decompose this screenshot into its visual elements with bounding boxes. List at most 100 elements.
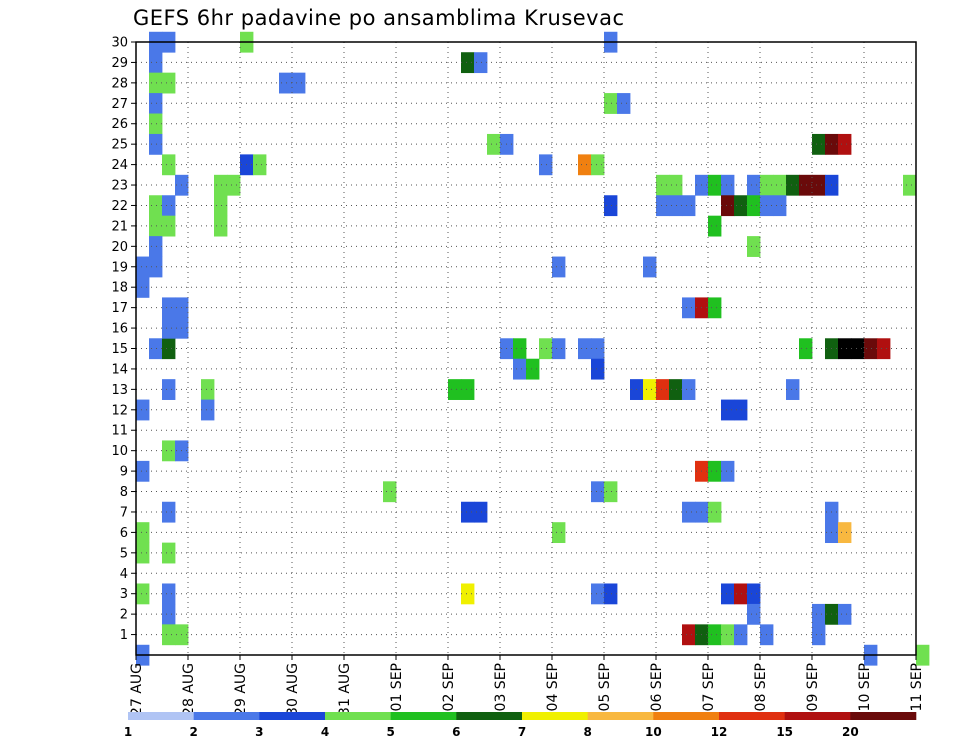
heatmap-cell [162,501,176,523]
heatmap-cell [162,379,176,400]
colorbar-swatch [522,712,588,720]
heatmap-cell [214,215,228,237]
heatmap-cell [162,624,176,646]
y-tick-label: 15 [111,342,128,357]
heatmap-cell [591,358,605,380]
x-tick-label: 11 SEP [909,663,925,711]
heatmap-cell [162,440,176,462]
colorbar-swatch [719,712,785,720]
heatmap-cell [578,338,592,360]
heatmap-cell [591,154,605,176]
heatmap-cell [591,338,605,360]
heatmap-cell [877,338,891,360]
heatmap-cell [292,72,306,94]
heatmap-cell [838,603,852,625]
heatmap-cell [721,583,735,605]
heatmap-cell [682,379,696,400]
y-tick-label: 10 [111,444,128,459]
heatmap-cell [279,72,293,94]
colorbar-swatch [456,712,523,720]
y-tick-label: 19 [111,260,128,275]
heatmap-cell [708,297,722,319]
heatmap-cell [656,379,670,400]
heatmap-cell [513,338,527,360]
y-tick-label: 25 [111,138,128,153]
heatmap-cell [461,52,475,74]
colorbar-swatch [325,712,391,720]
y-tick-label: 12 [111,403,128,418]
heatmap-cell [136,583,150,605]
heatmap-cell [526,358,540,380]
heatmap-cell [812,624,826,646]
heatmap-cell [721,174,735,196]
heatmap-cell [461,583,475,605]
heatmap-cell [864,338,878,360]
heatmap-cell [773,195,787,217]
heatmap-cell [487,133,501,155]
heatmap-cell [149,52,163,74]
colorbar-legend: 1 2 3 4 5 6 7 8 10 12 15 20 [124,712,917,739]
heatmap-cell [799,174,813,196]
y-tick-label: 5 [120,546,128,561]
heatmap-cell [136,542,150,564]
y-tick-label: 11 [111,424,128,439]
heatmap-cell [708,624,722,646]
heatmap-cell [617,93,631,114]
heatmap-cell [656,195,670,217]
heatmap-cell [812,603,826,625]
y-tick-label: 28 [111,76,128,91]
heatmap-cell [773,174,787,196]
heatmap-cell [682,624,696,646]
y-tick-label: 4 [120,567,128,582]
heatmap-cell [149,256,163,278]
x-tick-label: 03 SEP [493,663,509,711]
colorbar-label: 10 [645,725,662,739]
heatmap-cell [747,174,761,196]
heatmap-cell [604,481,618,503]
y-tick-label: 16 [111,322,128,337]
heatmap-cell [747,236,761,257]
heatmap-cell [721,195,735,217]
heatmap-cell [201,379,215,400]
x-tick-label: 10 SEP [857,663,873,711]
heatmap-cell [812,174,826,196]
heatmap-cell [162,154,176,176]
heatmap-cell [162,583,176,605]
heatmap-cell [708,174,722,196]
heatmap-cell [474,501,488,523]
y-tick-label: 18 [111,281,128,296]
heatmap-cell [136,276,150,298]
heatmap-cell [149,338,163,360]
heatmap-cell [643,256,657,278]
heatmap-cell [682,195,696,217]
colorbar-label: 15 [776,725,793,739]
heatmap-cell [903,174,917,196]
y-tick-label: 30 [111,36,128,51]
heatmap-cell [708,460,722,482]
y-tick-label: 9 [120,465,128,480]
x-tick-label: 31 AUG [337,663,353,716]
heatmap-cell [799,338,813,360]
heatmap-cells [136,31,930,666]
heatmap-cell [747,603,761,625]
heatmap-cell [539,154,553,176]
heatmap-cell [734,583,748,605]
colorbar-label: 7 [518,725,526,739]
heatmap-cell [513,358,527,380]
x-tick-label: 27 AUG [129,663,145,716]
heatmap-cell [162,338,176,360]
x-tick-label: 09 SEP [805,663,821,711]
heatmap-cell [669,174,683,196]
colorbar-swatch [128,712,194,720]
heatmap-cell [448,379,462,400]
heatmap-cell [149,113,163,135]
x-tick-label: 02 SEP [441,663,457,711]
heatmap-cell [604,93,618,114]
heatmap-cell [539,338,553,360]
heatmap-cell [162,215,176,237]
x-tick-label: 05 SEP [597,663,613,711]
y-tick-label: 13 [111,383,128,398]
colorbar-label: 20 [842,725,859,739]
heatmap-cell [747,583,761,605]
heatmap-cell [734,399,748,421]
